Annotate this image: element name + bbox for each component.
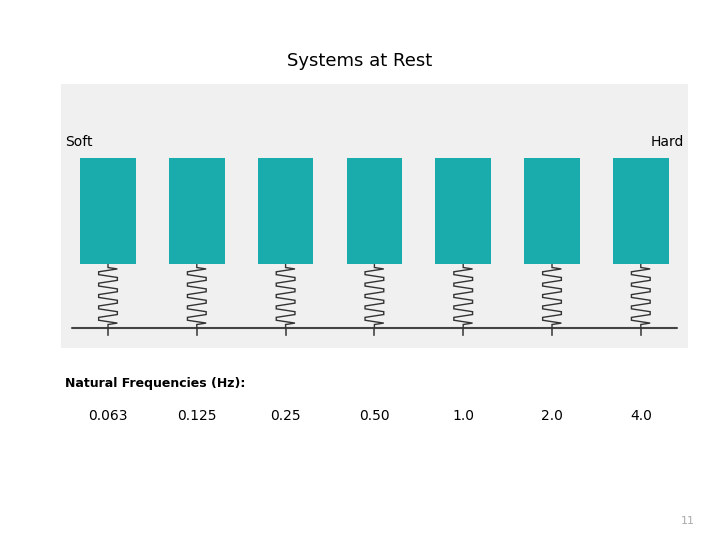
Text: Natural Frequencies (Hz):: Natural Frequencies (Hz): xyxy=(65,377,246,390)
Text: Soft: Soft xyxy=(65,135,92,149)
Text: 0.063: 0.063 xyxy=(89,409,127,423)
Text: Systems at Rest: Systems at Rest xyxy=(287,52,433,70)
Bar xyxy=(258,158,313,264)
Bar xyxy=(613,158,669,264)
Bar xyxy=(524,158,580,264)
Text: 2.0: 2.0 xyxy=(541,409,563,423)
Bar xyxy=(169,158,225,264)
Bar xyxy=(346,158,402,264)
Bar xyxy=(80,158,136,264)
Bar xyxy=(436,158,491,264)
Text: 0.25: 0.25 xyxy=(270,409,301,423)
Bar xyxy=(61,84,688,348)
Text: 0.125: 0.125 xyxy=(177,409,217,423)
Text: 11: 11 xyxy=(681,516,695,526)
Text: 1.0: 1.0 xyxy=(452,409,474,423)
Text: 4.0: 4.0 xyxy=(630,409,652,423)
Text: Hard: Hard xyxy=(651,135,684,149)
Text: 0.50: 0.50 xyxy=(359,409,390,423)
